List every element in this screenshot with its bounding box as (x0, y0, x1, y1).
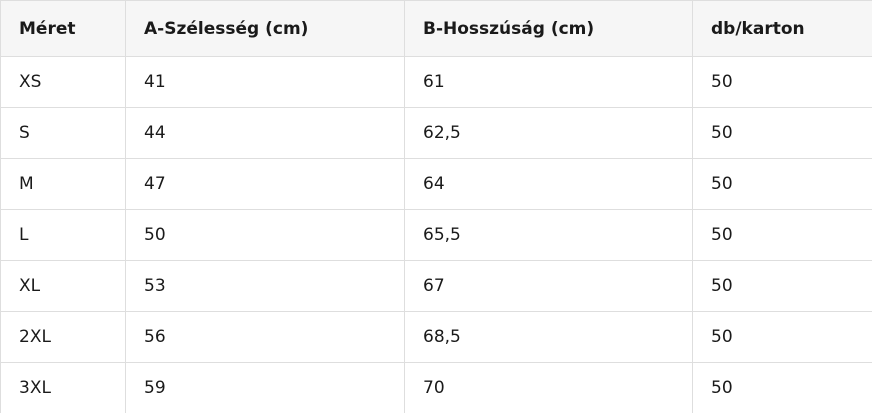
table-cell: 50 (126, 210, 405, 261)
table-cell: 61 (405, 57, 693, 108)
table-cell: L (1, 210, 126, 261)
table-cell: 68,5 (405, 312, 693, 363)
table-cell: 50 (693, 210, 872, 261)
table-cell: 50 (693, 57, 872, 108)
table-cell: 50 (693, 159, 872, 210)
table-cell: 3XL (1, 363, 126, 413)
table-cell: 47 (126, 159, 405, 210)
header-cell: B-Hosszúság (cm) (405, 1, 693, 57)
table-cell: 65,5 (405, 210, 693, 261)
table-cell: 56 (126, 312, 405, 363)
header-cell: Méret (1, 1, 126, 57)
table-cell: 62,5 (405, 108, 693, 159)
table-cell: 70 (405, 363, 693, 413)
table-cell: 67 (405, 261, 693, 312)
header-cell: A-Szélesség (cm) (126, 1, 405, 57)
table-cell: 50 (693, 261, 872, 312)
table-cell: 41 (126, 57, 405, 108)
header-cell: db/karton (693, 1, 872, 57)
table-cell: 50 (693, 108, 872, 159)
table-cell: M (1, 159, 126, 210)
table-cell: S (1, 108, 126, 159)
table-cell: XL (1, 261, 126, 312)
table-cell: 64 (405, 159, 693, 210)
table-cell: XS (1, 57, 126, 108)
table-cell: 44 (126, 108, 405, 159)
table-cell: 50 (693, 363, 872, 413)
table-cell: 59 (126, 363, 405, 413)
table-cell: 53 (126, 261, 405, 312)
table-cell: 50 (693, 312, 872, 363)
table-cell: 2XL (1, 312, 126, 363)
